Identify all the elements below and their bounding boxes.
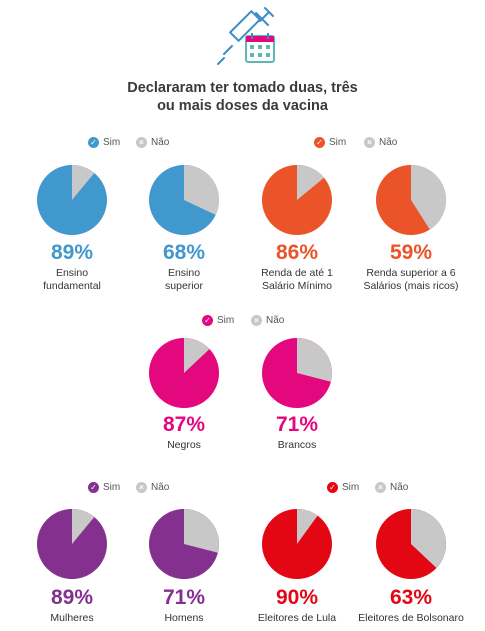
pct-eleitores-lula: 90% bbox=[275, 586, 319, 609]
x-icon: × bbox=[136, 482, 147, 493]
label-homens: Homens bbox=[164, 612, 204, 624]
legend-race: ✓ Sim × Não bbox=[202, 315, 322, 331]
pie-renda-ate-1 bbox=[262, 165, 332, 235]
legend-item-sim: ✓ Sim bbox=[88, 137, 120, 148]
legend-income: ✓ Sim × Não bbox=[314, 137, 434, 153]
label-renda-superior-6: Renda superior a 6 Salários (mais ricos) bbox=[363, 267, 459, 292]
check-icon: ✓ bbox=[88, 137, 99, 148]
pct-ensino-superior: 68% bbox=[162, 241, 206, 264]
pie-brancos bbox=[262, 338, 332, 408]
pie-slice-nao bbox=[411, 509, 446, 568]
pie-renda-superior-6 bbox=[376, 165, 446, 235]
x-icon: × bbox=[375, 482, 386, 493]
pie-slice-nao bbox=[72, 165, 95, 200]
pie-homens bbox=[149, 509, 219, 579]
label-mulheres: Mulheres bbox=[50, 612, 94, 624]
legend-vote: ✓ Sim × Não bbox=[327, 482, 447, 498]
pct-brancos: 71% bbox=[275, 413, 319, 436]
legend-item-sim: ✓ Sim bbox=[314, 137, 346, 148]
pie-slice-nao bbox=[184, 509, 219, 553]
legend-sim-label: Sim bbox=[103, 482, 121, 493]
x-icon: × bbox=[251, 315, 262, 326]
label-renda-ate-1: Renda de até 1 Salário Mínimo bbox=[261, 267, 333, 292]
legend-nao-label: Não bbox=[379, 137, 398, 148]
legend-nao-label: Não bbox=[390, 482, 409, 493]
legend-item-nao: × Não bbox=[251, 315, 284, 326]
pct-eleitores-bolsonaro: 63% bbox=[389, 586, 433, 609]
legend-item-nao: × Não bbox=[136, 137, 169, 148]
pct-renda-superior-6: 59% bbox=[389, 241, 433, 264]
pie-negros bbox=[149, 338, 219, 408]
pie-slice-nao bbox=[72, 509, 95, 544]
check-icon: ✓ bbox=[327, 482, 338, 493]
legend-item-nao: × Não bbox=[136, 482, 169, 493]
pie-eleitores-lula bbox=[262, 509, 332, 579]
check-icon: ✓ bbox=[314, 137, 325, 148]
check-icon: ✓ bbox=[88, 482, 99, 493]
pct-negros: 87% bbox=[162, 413, 206, 436]
legend-nao-label: Não bbox=[266, 315, 285, 326]
pie-ensino-fundamental bbox=[37, 165, 107, 235]
label-brancos: Brancos bbox=[277, 439, 317, 451]
pie-slice-nao bbox=[297, 509, 318, 544]
pie-eleitores-bolsonaro bbox=[376, 509, 446, 579]
label-eleitores-bolsonaro: Eleitores de Bolsonaro bbox=[358, 612, 464, 624]
legend-nao-label: Não bbox=[151, 137, 170, 148]
legend-item-sim: ✓ Sim bbox=[327, 482, 359, 493]
pct-ensino-fundamental: 89% bbox=[50, 241, 94, 264]
legend-item-sim: ✓ Sim bbox=[88, 482, 120, 493]
legend-item-sim: ✓ Sim bbox=[202, 315, 234, 326]
pie-ensino-superior bbox=[149, 165, 219, 235]
pct-renda-ate-1: 86% bbox=[275, 241, 319, 264]
label-negros: Negros bbox=[167, 439, 201, 451]
legend-sim-label: Sim bbox=[103, 137, 121, 148]
syringe-calendar-icon bbox=[217, 7, 275, 65]
pct-homens: 71% bbox=[162, 586, 206, 609]
legend-item-nao: × Não bbox=[375, 482, 408, 493]
pie-slice-nao bbox=[184, 338, 210, 373]
pie-slice-nao bbox=[411, 165, 446, 230]
legend-education: ✓ Sim × Não bbox=[88, 137, 208, 153]
legend-sim-label: Sim bbox=[342, 482, 360, 493]
pie-slice-nao bbox=[184, 165, 219, 215]
chart-title-line1: Declararam ter tomado duas, três bbox=[127, 80, 358, 96]
check-icon: ✓ bbox=[202, 315, 213, 326]
label-ensino-superior: Ensino superior bbox=[165, 267, 203, 292]
pie-mulheres bbox=[37, 509, 107, 579]
legend-sim-label: Sim bbox=[217, 315, 235, 326]
x-icon: × bbox=[136, 137, 147, 148]
legend-gender: ✓ Sim × Não bbox=[88, 482, 208, 498]
legend-sim-label: Sim bbox=[329, 137, 347, 148]
label-ensino-fundamental: Ensino fundamental bbox=[43, 267, 101, 292]
chart-title-line2: ou mais doses da vacina bbox=[157, 98, 328, 114]
pie-slice-nao bbox=[297, 338, 332, 382]
x-icon: × bbox=[364, 137, 375, 148]
pie-slice-nao bbox=[297, 165, 324, 200]
pct-mulheres: 89% bbox=[50, 586, 94, 609]
legend-nao-label: Não bbox=[151, 482, 170, 493]
label-eleitores-lula: Eleitores de Lula bbox=[257, 612, 337, 624]
legend-item-nao: × Não bbox=[364, 137, 397, 148]
